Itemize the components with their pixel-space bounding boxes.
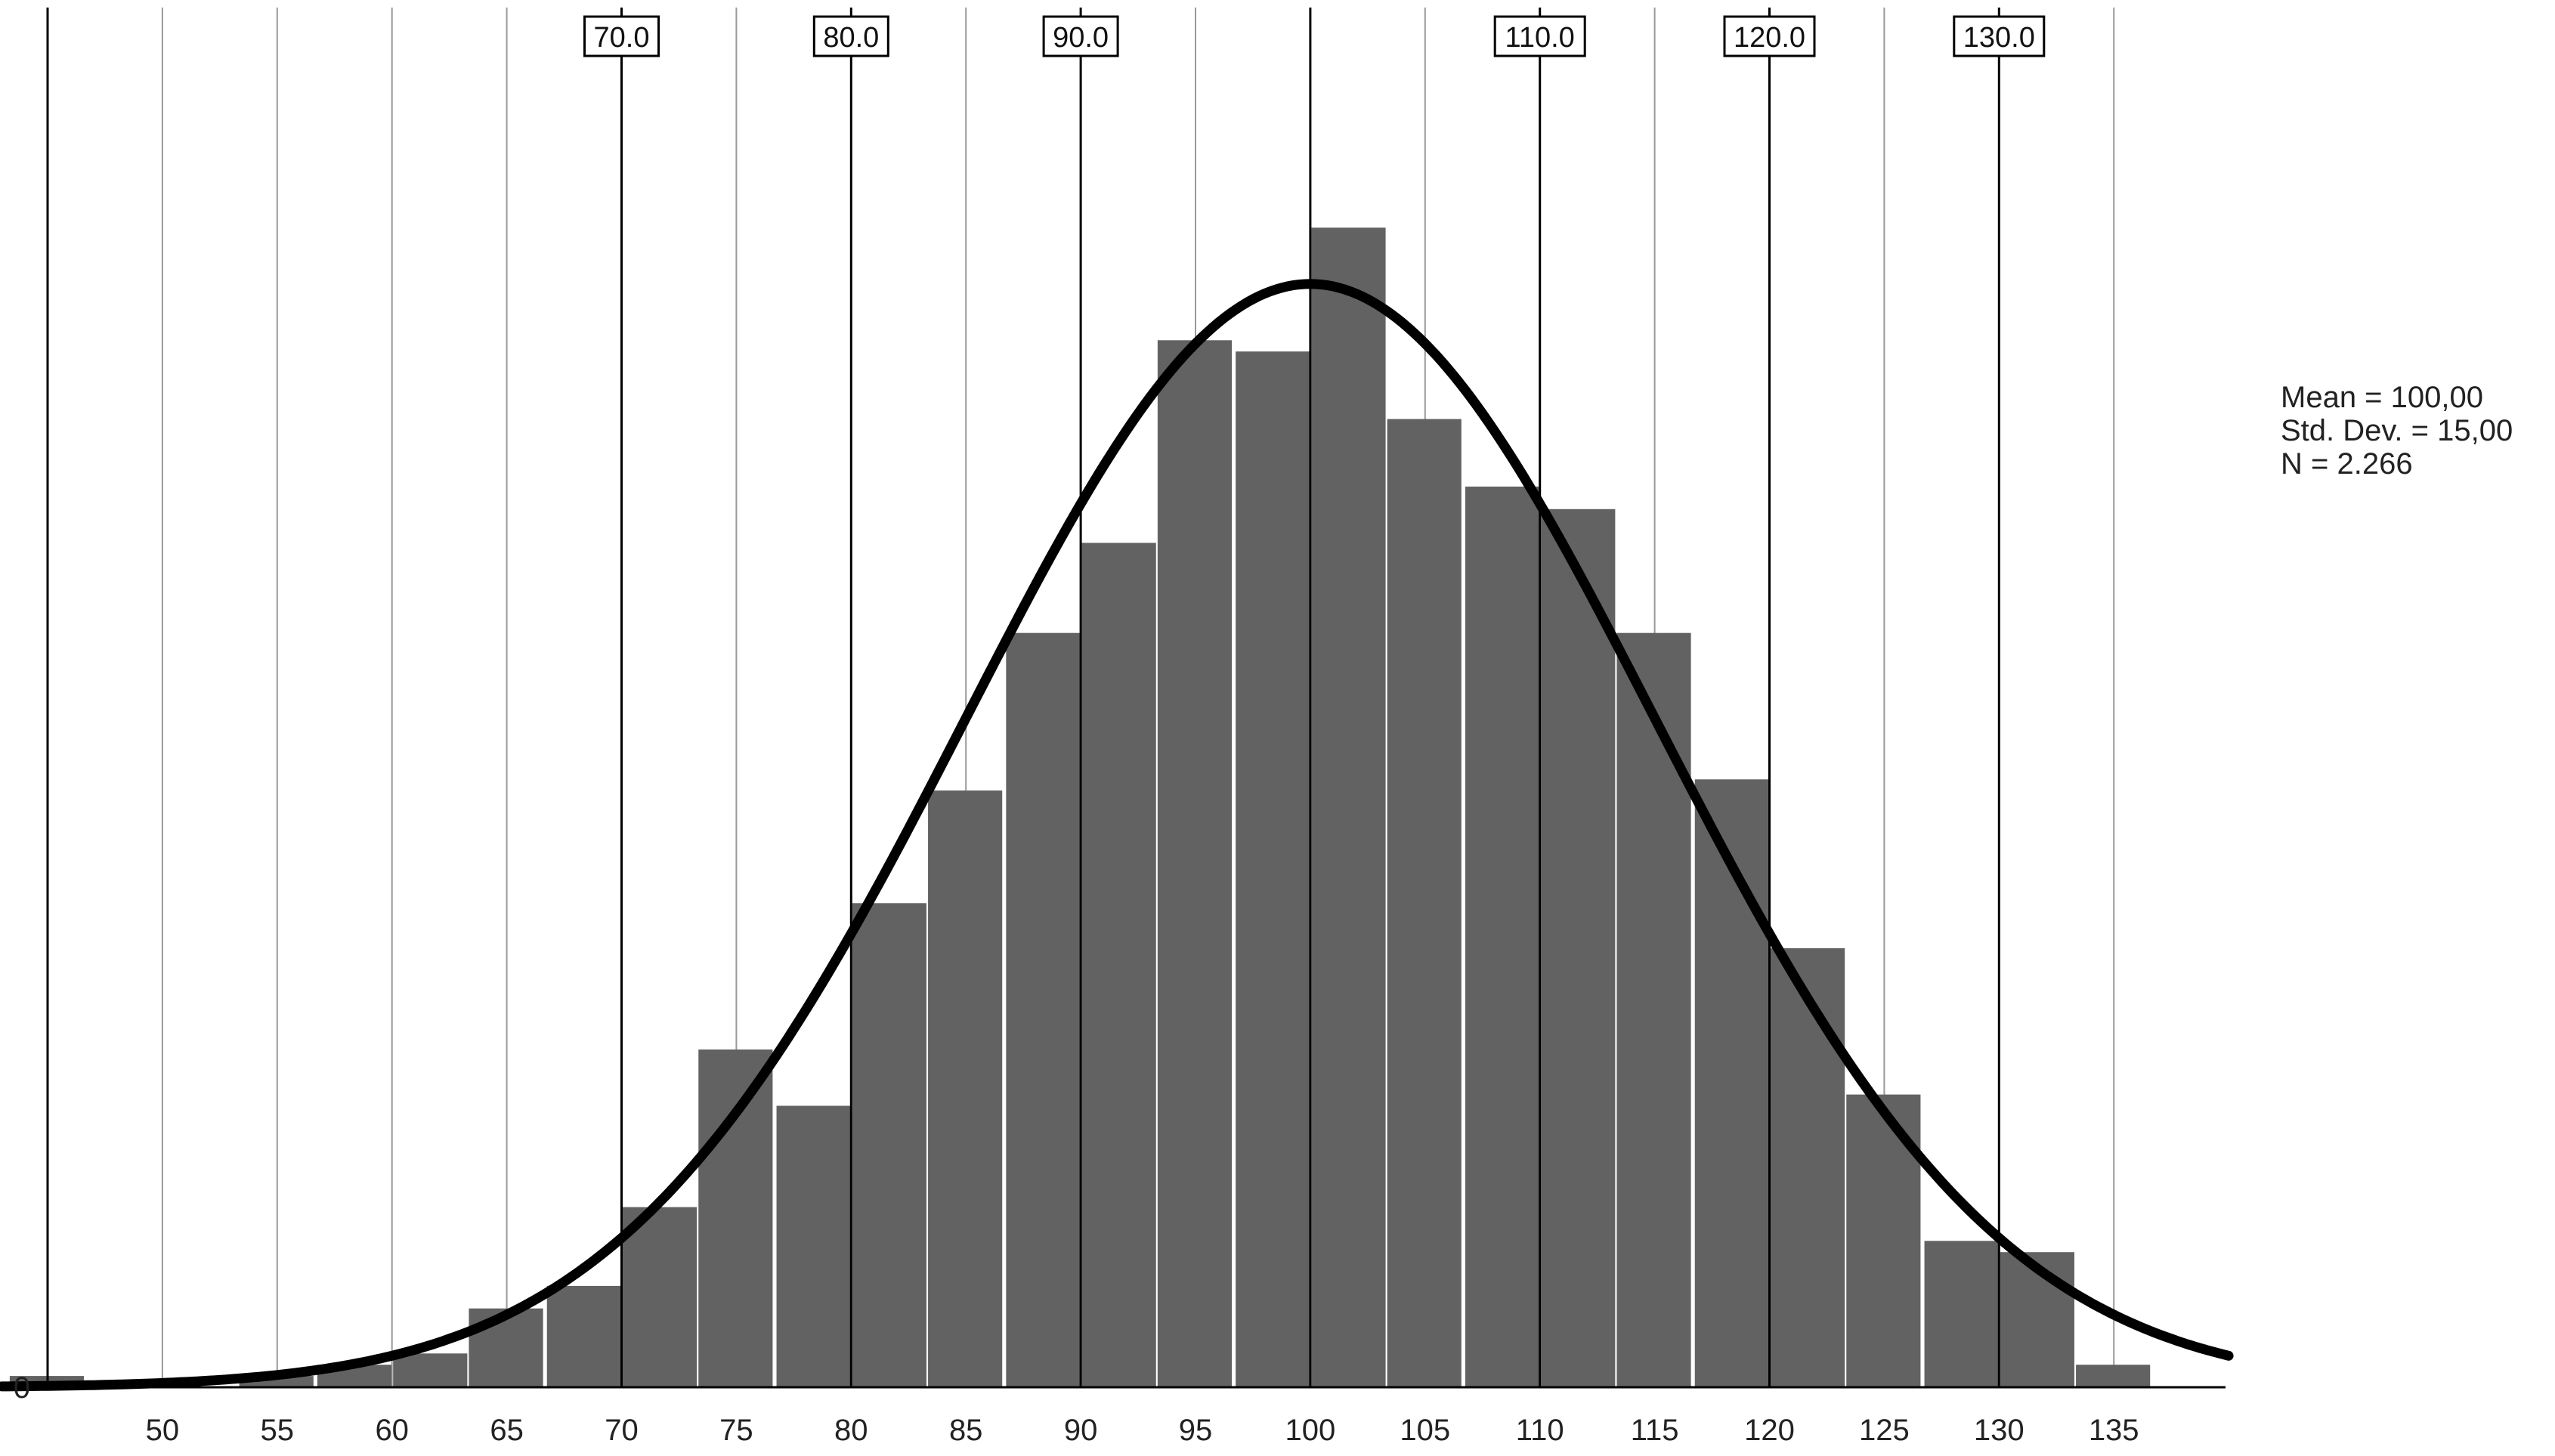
x-tick-95: 95 [1179, 1414, 1213, 1447]
x-tick-70: 70 [605, 1414, 639, 1447]
reference-label-box-90 [1042, 15, 1119, 57]
x-tick-90: 90 [1064, 1414, 1098, 1447]
axes [46, 8, 2226, 1389]
y-tick-0: 0 [14, 1371, 30, 1405]
bar-113.3 [1616, 632, 1691, 1387]
reference-lines: 70.0 80.0 90.0 110.0 120.0 130.0 [583, 8, 2046, 1387]
stats-n: N = 2.266 [2281, 447, 2413, 481]
reference-label-box-120 [1723, 15, 1816, 57]
bar-130 [2000, 1252, 2074, 1387]
bar-103.3 [1387, 419, 1462, 1387]
x-tick-130: 130 [1974, 1414, 2025, 1447]
bar-90 [1081, 543, 1156, 1387]
x-tick-labels: 50 55 60 65 70 75 80 85 90 95 100 105 110 115 120 125 13… [146, 1414, 2139, 1447]
x-tick-115: 115 [1631, 1414, 1679, 1447]
bar-133.3 [2076, 1365, 2151, 1387]
x-tick-60: 60 [375, 1414, 409, 1447]
x-tick-125: 125 [1859, 1414, 1910, 1447]
bar-70 [623, 1207, 698, 1387]
bar-86.7 [1006, 632, 1081, 1387]
x-tick-135: 135 [2089, 1414, 2139, 1447]
bar-96.7 [1236, 351, 1310, 1388]
stats-legend: Mean = 100,00 Std. Dev. = 15,00 N = 2.26… [2281, 381, 2513, 481]
bar-106.7 [1465, 487, 1540, 1387]
bar-66.7 [546, 1285, 621, 1387]
reference-label-box-70 [583, 15, 660, 57]
stats-std-dev: Std. Dev. = 15,00 [2281, 414, 2513, 447]
bar-73.3 [698, 1049, 773, 1387]
x-tick-80: 80 [834, 1414, 868, 1447]
x-tick-120: 120 [1744, 1414, 1795, 1447]
reference-label-box-80 [812, 15, 889, 57]
x-tick-105: 105 [1400, 1414, 1450, 1447]
x-tick-85: 85 [949, 1414, 983, 1447]
y-tick-labels: 0 [14, 1371, 30, 1405]
x-tick-100: 100 [1285, 1414, 1336, 1447]
x-tick-50: 50 [146, 1414, 180, 1447]
reference-label-box-130 [1953, 15, 2046, 57]
stats-mean: Mean = 100,00 [2281, 381, 2483, 414]
x-tick-75: 75 [719, 1414, 753, 1447]
reference-label-box-110 [1493, 15, 1586, 57]
normal-curve-line [0, 279, 2234, 1392]
bar-116.7 [1694, 779, 1769, 1387]
reference-label-130: 130.0 [1963, 22, 2035, 54]
reference-label-70: 70.0 [594, 22, 650, 54]
reference-label-90: 90.0 [1053, 22, 1109, 54]
x-tick-65: 65 [490, 1414, 524, 1447]
bar-100 [1311, 227, 1386, 1387]
x-tick-110: 110 [1516, 1414, 1564, 1447]
bar-110 [1541, 509, 1616, 1387]
normal-curve [0, 279, 2234, 1392]
bar-76.7 [776, 1105, 851, 1387]
reference-label-120: 120.0 [1734, 22, 1805, 54]
bar-60 [393, 1353, 468, 1387]
bar-120 [1771, 947, 1845, 1387]
x-tick-55: 55 [261, 1414, 295, 1447]
bar-80 [852, 903, 926, 1387]
reference-label-110: 110.0 [1505, 22, 1575, 54]
bar-93.3 [1157, 340, 1233, 1387]
bar-126.7 [1924, 1241, 1999, 1387]
bar-83.3 [928, 790, 1003, 1387]
reference-label-80: 80.0 [823, 22, 879, 54]
